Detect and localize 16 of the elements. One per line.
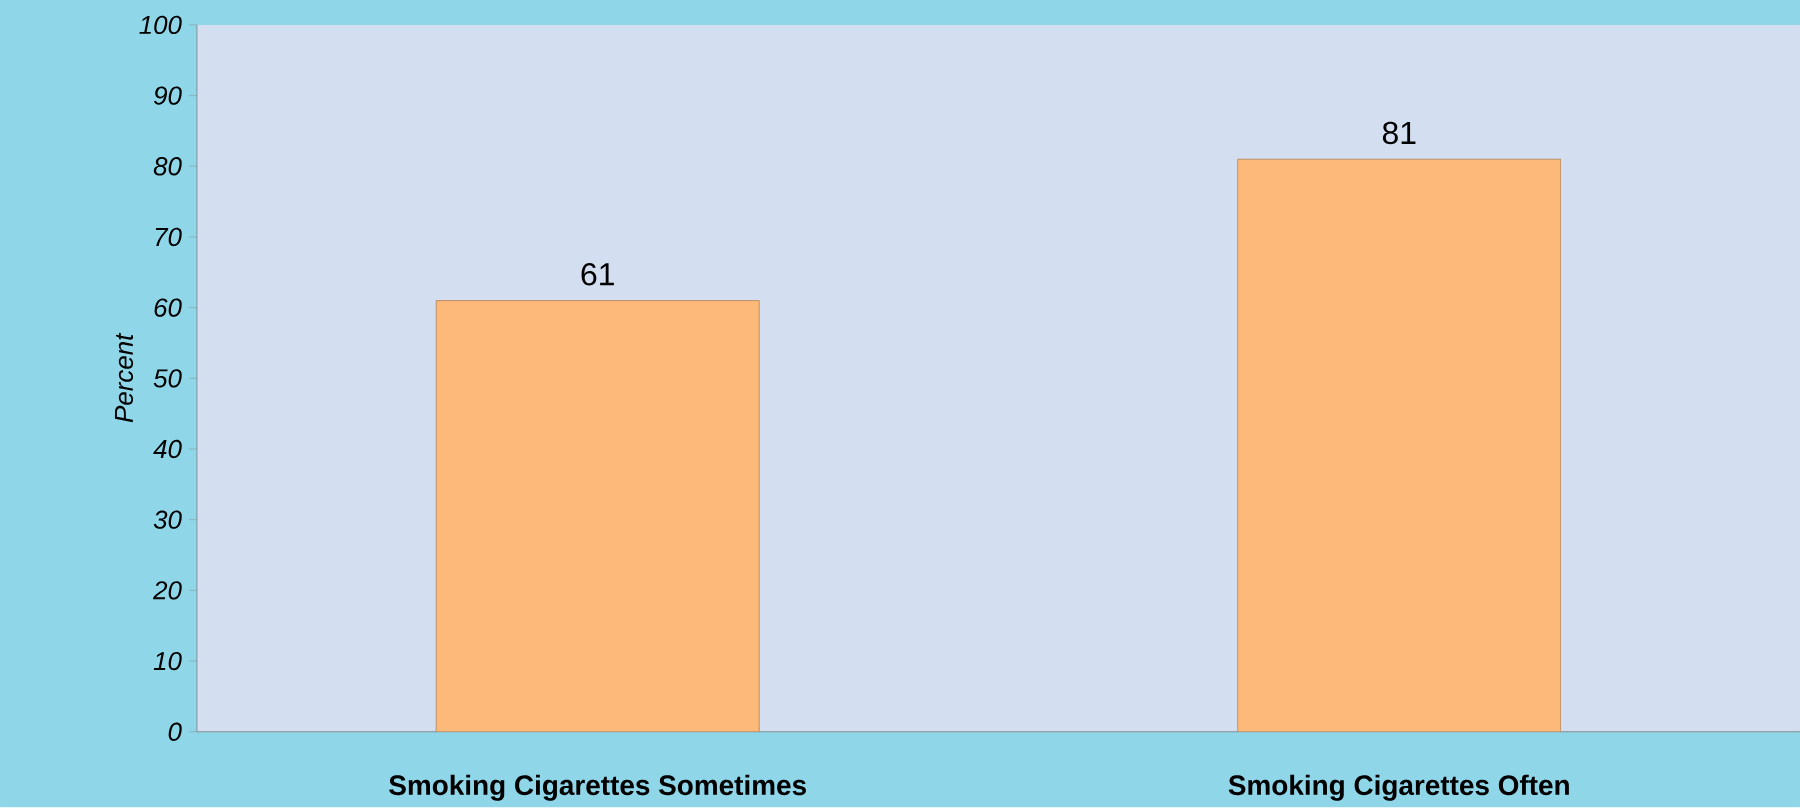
y-tick-label: 80 [153, 157, 182, 176]
y-tick-label: 60 [154, 298, 182, 318]
y-tick-label: 0 [168, 722, 182, 742]
y-tick-label: 50 [153, 369, 182, 388]
y-tick-label: 100 [139, 15, 182, 35]
x-tick-label: Smoking Cigarettes Often [1228, 774, 1569, 802]
y-tick-label: 90 [153, 86, 182, 106]
y-axis-title: Percent [114, 333, 134, 423]
y-tick-label: 20 [152, 581, 182, 600]
y-tick-label: 70 [155, 228, 182, 247]
y-tick-label: 30 [153, 510, 182, 530]
y-tick-label: 10 [153, 652, 182, 671]
x-tick-label: Smoking Cigarettes Sometimes [389, 774, 806, 802]
data-label: 61 [581, 263, 614, 286]
data-label: 81 [1382, 121, 1416, 145]
y-tick-label: 40 [153, 440, 182, 459]
